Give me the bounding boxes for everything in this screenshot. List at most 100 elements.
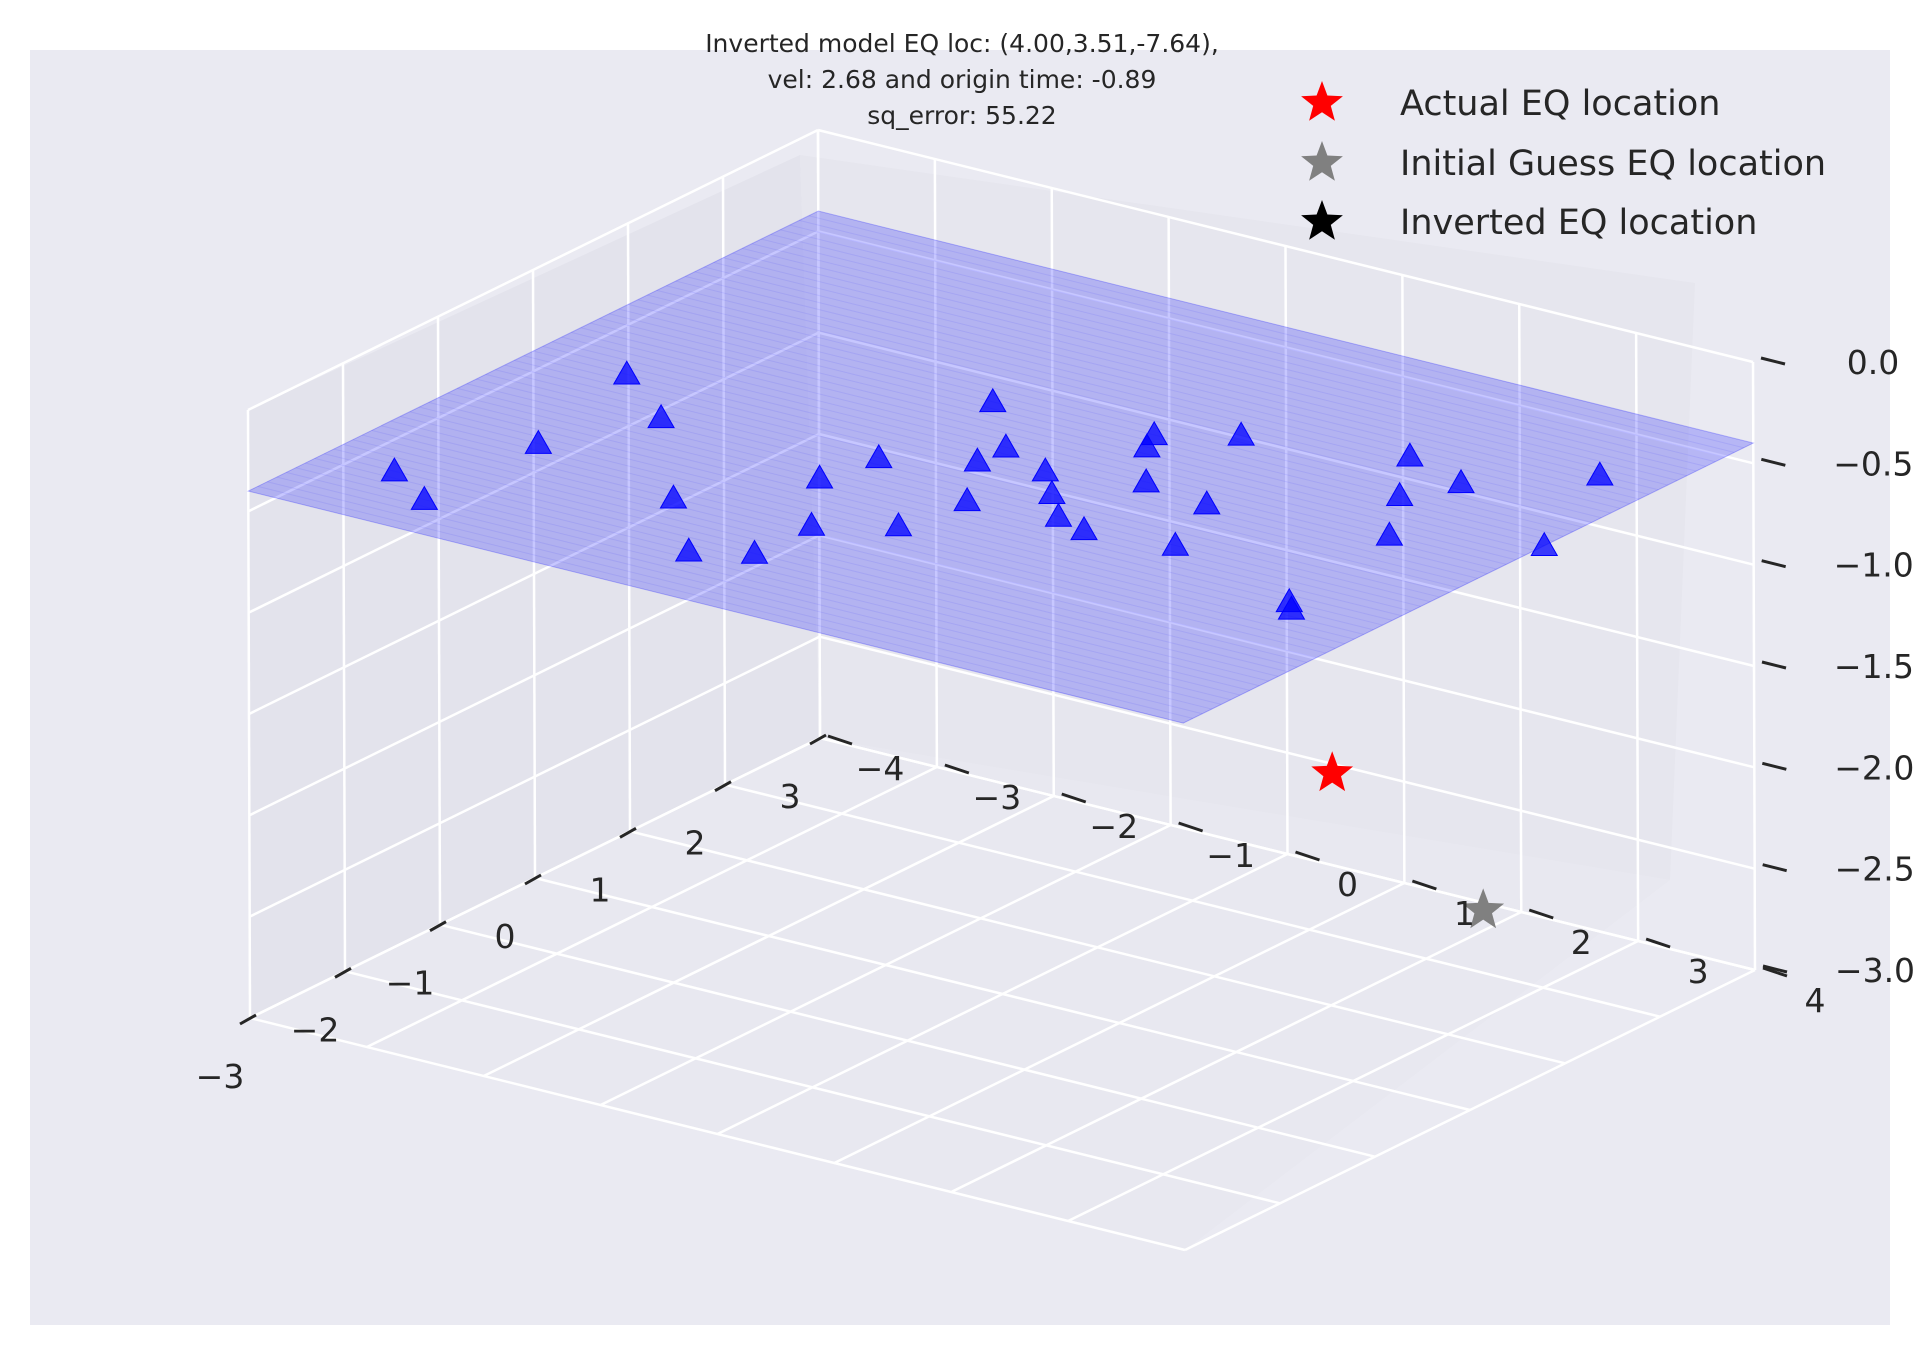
floor-grid-y [716,852,1289,1136]
y-tick-label: −1 [1206,836,1255,875]
x-tick-label: 0 [495,917,516,956]
surface-mesh-line [571,331,1507,565]
y-tick-label: 0 [1337,865,1358,904]
station-triangle [1031,457,1060,482]
z-tick-mark [1760,457,1786,467]
surface-mesh-line [419,406,1355,640]
x-tick-label: 2 [685,824,706,863]
floor-pane [250,738,1670,1250]
y-tick-mark [1178,821,1204,833]
floor-grid-y [950,910,1522,1194]
y-tick-label: 1 [1454,894,1475,933]
surface-mesh-line [666,285,1602,519]
legend-marker-initial-guess [1301,141,1343,181]
station-triangle [864,443,893,469]
surface-mesh-line [286,471,1222,705]
back-grid-z [819,635,1755,870]
station-triangle [805,464,834,489]
floor-grid-y [1067,939,1639,1223]
z-tick-label: 0.0 [1847,343,1899,382]
axis-ticks: −3 −2 −1 0 1 2 3 −4 −3 −2 −1 0 1 2 3 4 0.0 −0.5 −1.0 −1.5 −2… [196,343,1915,1096]
surface-mesh-line [751,243,1687,477]
surface-mesh-line [495,369,1431,603]
surface-plane [246,210,1755,724]
z-tick-label: −1.0 [1834,546,1914,585]
station-triangle [1385,481,1414,507]
surface-mesh-line [466,383,1402,617]
y-tick-mark [1061,792,1087,804]
surface-mesh-line [504,364,1440,598]
z-tick-mark [1762,964,1788,974]
station-triangle [740,539,769,564]
z-tick-label: −2.0 [1834,748,1914,787]
station-triangle [884,511,913,537]
title-line-1: Inverted model EQ loc: (4.00,3.51,-7.64)… [705,29,1219,58]
surface-mesh-line [637,299,1573,533]
floor-grid-y [833,881,1405,1165]
surface-mesh-line [390,420,1326,654]
station-triangle [1447,468,1475,494]
station-triangle [1530,531,1559,556]
surface-mesh-line [799,219,1735,453]
station-triangle [1038,479,1066,505]
title-line-3: sq_error: 55.22 [867,101,1056,130]
surface-mesh-line [343,443,1279,677]
surface-mesh-line [694,271,1630,505]
legend-label-actual-eq: Actual EQ location [1400,84,1720,124]
x-tick-label: −2 [291,1010,340,1049]
z-tick-label: −0.5 [1833,444,1913,483]
surface-mesh-line [447,392,1383,626]
floor-grid-y [483,794,1055,1078]
x-tick-mark [334,967,352,979]
floor-grid-y [1184,968,1756,1252]
surface-mesh-line [732,252,1668,486]
station-triangle [978,387,1007,413]
surface-mesh-line [647,294,1583,528]
surface-mesh-line [713,261,1649,495]
eq-markers [1311,751,1505,929]
z-tick-label: −2.5 [1835,850,1915,889]
y-tick-label: −2 [1089,807,1138,846]
surface-mesh-line [485,373,1421,607]
z-tick-mark [1760,356,1786,366]
x-tick-label: 1 [590,870,611,909]
y-tick-label: 4 [1805,981,1826,1020]
station-triangle [410,485,439,510]
chart-title: Inverted model EQ loc: (4.00,3.51,-7.64)… [705,29,1219,130]
surface-mesh-line [542,345,1478,579]
grid-lines [246,128,1757,1252]
x-tick-label: 3 [780,777,801,816]
surface-mesh-line [599,317,1535,551]
surface-mesh-line [590,322,1526,556]
surface-mesh-line [305,462,1241,696]
y-tick-label: 2 [1571,923,1592,962]
station-triangle [797,511,826,536]
surface-mesh-line [457,387,1393,621]
surface-mesh-line [333,448,1269,682]
surface-mesh-line [656,289,1592,523]
z-tick-mark [1762,863,1788,873]
surface-mesh-line [362,434,1298,668]
z-tick-mark [1761,761,1787,771]
surface-plane-fill [246,210,1755,724]
station-triangle [1161,531,1190,556]
station-markers [380,360,1614,620]
station-triangle [674,537,703,562]
title-line-2: vel: 2.68 and origin time: -0.89 [768,65,1157,94]
legend-marker-actual-eq [1301,81,1343,121]
back-grid-z [818,230,1754,465]
surface-mesh-line [514,359,1450,593]
left-grid-z [249,635,821,918]
surface-mesh-line [267,481,1203,715]
station-triangle [659,484,688,509]
y-tick-mark [1762,966,1788,978]
back-grid-z [819,534,1755,769]
station-triangle [1192,490,1221,515]
x-tick-mark [429,920,447,932]
surface-mesh-line [789,224,1725,458]
z-tick-label: −1.5 [1834,647,1914,686]
y-tick-mark [944,763,970,775]
back-grid-z [819,736,1756,972]
y-tick-label: −4 [856,749,905,788]
